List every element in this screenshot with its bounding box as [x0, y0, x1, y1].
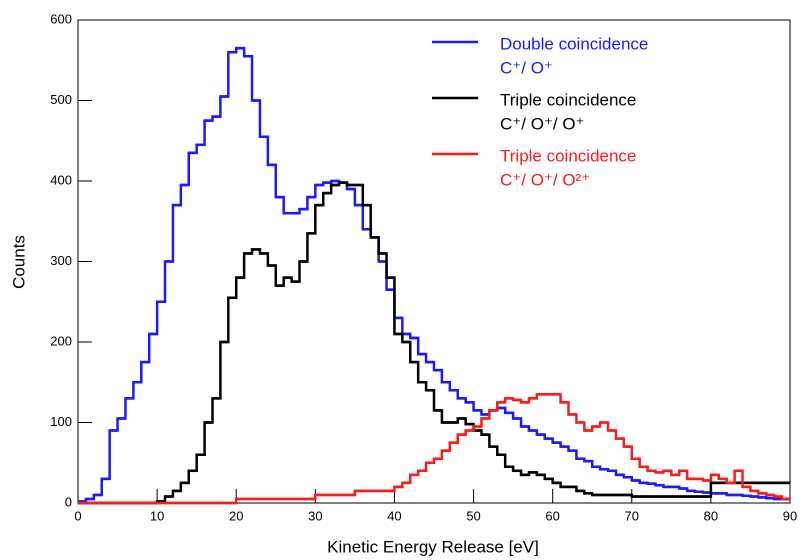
x-tick-label: 90	[783, 508, 797, 523]
x-tick-label: 50	[466, 508, 480, 523]
y-axis-title: Counts	[9, 235, 28, 289]
legend-formula: C⁺/ O⁺/ O⁺	[500, 114, 585, 133]
y-tick-label: 200	[50, 333, 72, 348]
x-tick-label: 20	[229, 508, 243, 523]
x-tick-label: 0	[74, 508, 81, 523]
step-outline	[78, 181, 790, 505]
x-axis-title: Kinetic Energy Release [eV]	[327, 537, 539, 556]
x-tick-label: 80	[704, 508, 718, 523]
legend-formula: C⁺/ O⁺/ O²⁺	[500, 170, 590, 189]
plot-frame	[77, 19, 791, 504]
y-tick-label: 100	[50, 414, 72, 429]
y-tick-label: 600	[50, 11, 72, 26]
y-tick-label: 500	[50, 92, 72, 107]
legend-label: Triple coincidence	[500, 146, 636, 165]
x-tick-label: 30	[308, 508, 322, 523]
legend-formula: C⁺/ O⁺	[500, 58, 553, 77]
x-tick-label: 40	[387, 508, 401, 523]
legend-label: Double coincidence	[500, 34, 648, 53]
x-tick-label: 10	[150, 508, 164, 523]
x-tick-label: 60	[545, 508, 559, 523]
y-tick-label: 0	[65, 494, 72, 509]
y-tick-label: 400	[50, 172, 72, 187]
step-outline	[78, 46, 790, 503]
x-tick-label: 70	[625, 508, 639, 523]
legend-label: Triple coincidence	[500, 90, 636, 109]
y-tick-label: 300	[50, 253, 72, 268]
